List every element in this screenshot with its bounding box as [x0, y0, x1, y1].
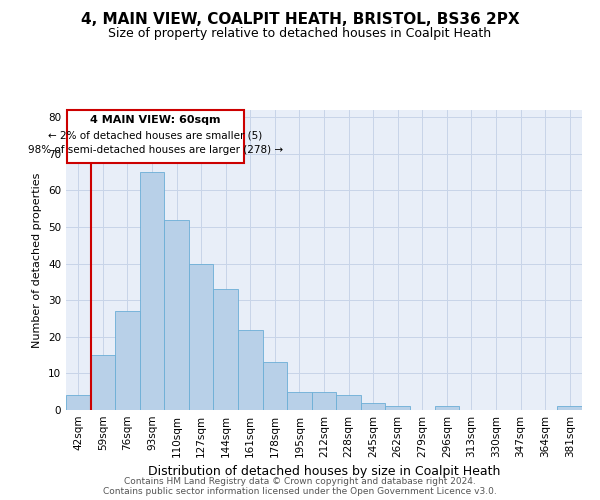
Bar	[385, 406, 410, 410]
Y-axis label: Number of detached properties: Number of detached properties	[32, 172, 43, 348]
Bar	[115, 311, 140, 410]
Bar	[361, 402, 385, 410]
Bar	[557, 406, 582, 410]
Text: Contains public sector information licensed under the Open Government Licence v3: Contains public sector information licen…	[103, 487, 497, 496]
Bar	[67, 110, 244, 163]
X-axis label: Distribution of detached houses by size in Coalpit Heath: Distribution of detached houses by size …	[148, 466, 500, 478]
Text: 4, MAIN VIEW, COALPIT HEATH, BRISTOL, BS36 2PX: 4, MAIN VIEW, COALPIT HEATH, BRISTOL, BS…	[80, 12, 520, 28]
Bar	[312, 392, 336, 410]
Bar	[434, 406, 459, 410]
Bar	[140, 172, 164, 410]
Text: ← 2% of detached houses are smaller (5): ← 2% of detached houses are smaller (5)	[48, 130, 262, 140]
Bar	[238, 330, 263, 410]
Text: 4 MAIN VIEW: 60sqm: 4 MAIN VIEW: 60sqm	[90, 116, 220, 126]
Text: Size of property relative to detached houses in Coalpit Heath: Size of property relative to detached ho…	[109, 28, 491, 40]
Bar	[214, 290, 238, 410]
Bar	[287, 392, 312, 410]
Bar	[91, 355, 115, 410]
Text: 98% of semi-detached houses are larger (278) →: 98% of semi-detached houses are larger (…	[28, 145, 283, 155]
Bar	[189, 264, 214, 410]
Text: Contains HM Land Registry data © Crown copyright and database right 2024.: Contains HM Land Registry data © Crown c…	[124, 477, 476, 486]
Bar	[336, 396, 361, 410]
Bar	[66, 396, 91, 410]
Bar	[164, 220, 189, 410]
Bar	[263, 362, 287, 410]
